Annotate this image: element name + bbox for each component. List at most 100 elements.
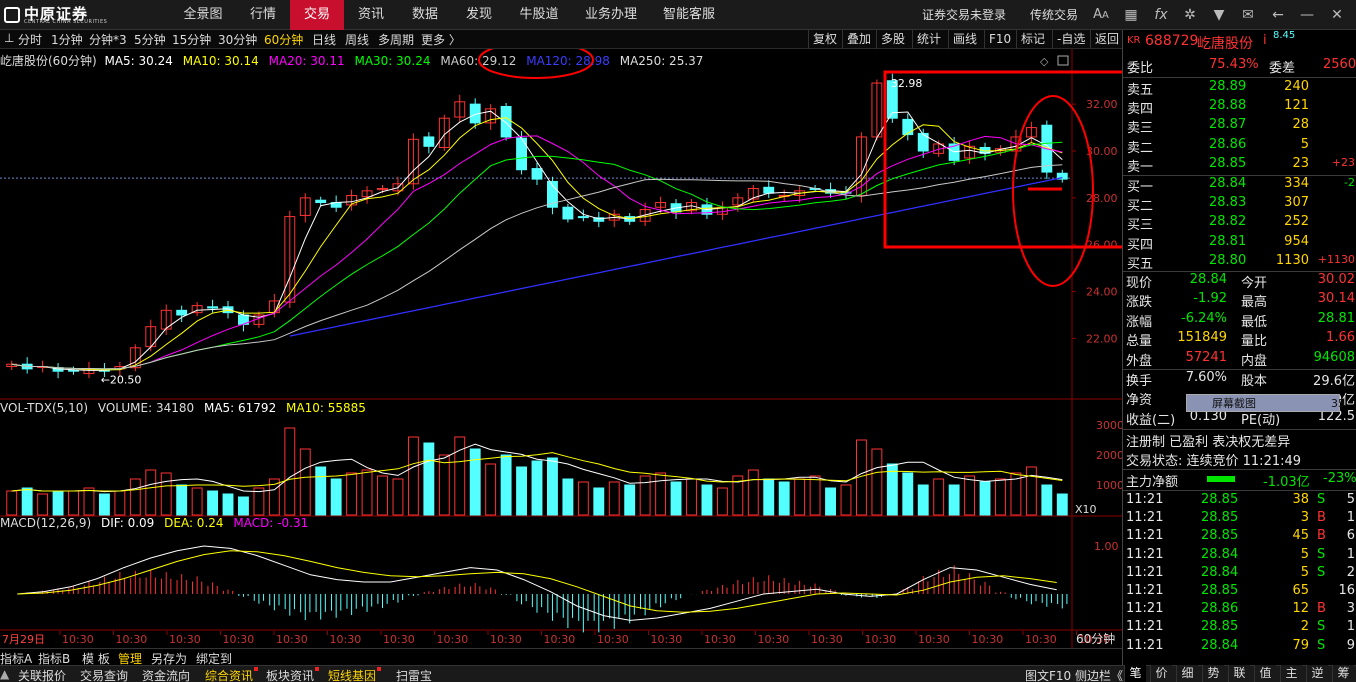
- menu-trade[interactable]: 交易: [290, 0, 344, 30]
- tool-f10[interactable]: F10: [984, 30, 1015, 49]
- menu-quotes[interactable]: 行情: [249, 7, 276, 22]
- menu-business[interactable]: 业务办理: [584, 7, 637, 22]
- book-row[interactable]: 买四 28.81 954: [1123, 234, 1356, 253]
- tab-manage[interactable]: 管理: [118, 652, 143, 666]
- tool-stats[interactable]: 统计: [912, 30, 945, 49]
- right-tab[interactable]: 主: [1280, 665, 1302, 682]
- period-more[interactable]: 更多 〉: [421, 33, 461, 47]
- book-price: 28.85: [1209, 155, 1247, 171]
- right-tab[interactable]: 联: [1228, 665, 1250, 682]
- tab-save-as[interactable]: 另存为: [151, 652, 188, 666]
- link-sector[interactable]: 板块资讯: [266, 667, 320, 682]
- quote-label: 收益(二): [1126, 412, 1176, 428]
- quote-row: 换手 7.60% 股本 29.6亿: [1123, 370, 1356, 389]
- period-day[interactable]: 日线: [312, 33, 337, 47]
- tab-indicator-a[interactable]: 指标A: [0, 652, 33, 666]
- book-price: 28.80: [1209, 252, 1247, 268]
- volume-bar: [732, 475, 744, 516]
- vol-name: VOL-TDX(5,10): [0, 401, 89, 415]
- tool-adjust[interactable]: 复权: [808, 30, 841, 49]
- book-row[interactable]: 买三 28.82 252: [1123, 214, 1356, 233]
- link-mine-sweeper[interactable]: 扫雷宝: [396, 669, 433, 682]
- book-row[interactable]: 卖二 28.86 5: [1123, 137, 1356, 156]
- tab-bind[interactable]: 绑定到: [196, 652, 233, 666]
- triangle-icon[interactable]: ▲: [0, 667, 10, 681]
- formula-icon[interactable]: fx: [1154, 7, 1168, 23]
- book-row[interactable]: 卖五 28.89 240: [1123, 79, 1356, 98]
- book-row[interactable]: 卖三 28.87 28: [1123, 117, 1356, 136]
- book-row[interactable]: 买五 28.80 1130 +1130: [1123, 253, 1356, 272]
- skin-icon[interactable]: ▼: [1213, 7, 1225, 23]
- period-60min[interactable]: 60分钟: [264, 33, 304, 47]
- login-status[interactable]: 证券交易未登录: [922, 8, 1007, 22]
- candle-body: [454, 101, 466, 118]
- price-tick-label: 28.00: [1086, 192, 1118, 205]
- book-row[interactable]: 买二 28.83 307: [1123, 195, 1356, 214]
- gear-icon[interactable]: ✲: [1184, 7, 1196, 23]
- tool-back[interactable]: 返回: [1090, 30, 1123, 49]
- tool-multistock[interactable]: 多股: [876, 30, 909, 49]
- book-level-label: 卖三: [1127, 121, 1154, 137]
- wei-cha-label: 委差: [1269, 61, 1296, 76]
- price-tick-label: 24.00: [1086, 286, 1118, 299]
- tool-draw[interactable]: 画线: [948, 30, 981, 49]
- book-row[interactable]: 卖四 28.88 121: [1123, 98, 1356, 117]
- menu-overview[interactable]: 全景图: [183, 7, 223, 22]
- tab-indicator-b[interactable]: 指标B: [38, 652, 71, 666]
- period-5min[interactable]: 5分钟: [134, 33, 166, 47]
- link-f10-sidebar[interactable]: 图文F10 侧边栏《: [1025, 669, 1123, 682]
- tool-watchlist[interactable]: -自选: [1052, 30, 1089, 49]
- candle-body: [531, 168, 543, 180]
- tab-template[interactable]: 模 板: [82, 652, 110, 666]
- main-flow-bar: [1207, 476, 1235, 482]
- book-row[interactable]: 卖一 28.85 23 +23: [1123, 156, 1356, 175]
- link-news[interactable]: 综合资讯: [205, 667, 259, 682]
- menu-bull-stock[interactable]: 牛股道: [519, 7, 559, 22]
- tick-price: 28.85: [1201, 583, 1239, 598]
- period-3min[interactable]: 分钟*3: [89, 33, 127, 47]
- period-expand-icon[interactable]: ⊥: [4, 31, 15, 45]
- font-size-icon[interactable]: AA: [1093, 7, 1109, 22]
- right-tab[interactable]: 势: [1202, 665, 1224, 682]
- period-week[interactable]: 周线: [345, 33, 370, 47]
- link-trade-query[interactable]: 交易查询: [80, 669, 129, 682]
- period-multi[interactable]: 多周期: [378, 33, 415, 47]
- tick-row: 11:21 28.84 79 S 9: [1123, 638, 1356, 657]
- volume-bar: [577, 481, 589, 516]
- menu-service[interactable]: 智能客服: [662, 7, 715, 22]
- candle-body: [176, 309, 188, 316]
- book-level-label: 卖二: [1127, 140, 1154, 156]
- email-icon[interactable]: ✉: [1242, 7, 1254, 23]
- right-tab[interactable]: 逆: [1306, 665, 1328, 682]
- period-30min[interactable]: 30分钟: [218, 33, 258, 47]
- period-1min[interactable]: 1分钟: [51, 33, 83, 47]
- candle-body: [485, 108, 497, 124]
- tick-volume: 5: [1300, 546, 1309, 562]
- chart-area[interactable]: 32.00 30.00 28.00 26.00 24.00 22.00 32.98 ←20.…: [0, 49, 1122, 648]
- right-tab[interactable]: 笔: [1124, 665, 1146, 682]
- menu-discover[interactable]: 发现: [465, 7, 492, 22]
- tick-direction: B: [1317, 528, 1326, 544]
- right-tab[interactable]: 价: [1150, 665, 1172, 682]
- menu-data[interactable]: 数据: [411, 7, 438, 22]
- tool-mark[interactable]: 标记: [1016, 30, 1049, 49]
- info-icon[interactable]: i: [1263, 33, 1267, 48]
- book-row[interactable]: 买一 28.84 334 -2: [1123, 176, 1356, 195]
- tool-overlay[interactable]: 叠加: [842, 30, 875, 49]
- right-tab[interactable]: 细: [1176, 665, 1198, 682]
- right-tab[interactable]: 值: [1254, 665, 1276, 682]
- period-15min[interactable]: 15分钟: [172, 33, 212, 47]
- quote-value: 122.5: [1317, 408, 1355, 424]
- link-related[interactable]: 关联报价: [18, 669, 67, 682]
- minimize-icon[interactable]: —: [1300, 7, 1314, 23]
- right-tab[interactable]: 筹: [1332, 665, 1354, 682]
- grid-icon[interactable]: ▦: [1124, 7, 1138, 23]
- trade-mode[interactable]: 传统交易: [1030, 8, 1079, 22]
- link-gene[interactable]: 短线基因: [328, 667, 382, 682]
- period-timeshare[interactable]: 分时: [18, 33, 43, 47]
- menu-news[interactable]: 资讯: [357, 7, 384, 22]
- volume-bar: [794, 478, 806, 516]
- close-icon[interactable]: ✕: [1331, 7, 1343, 23]
- back-icon[interactable]: ←: [1272, 7, 1284, 23]
- link-fund-flow[interactable]: 资金流向: [142, 669, 191, 682]
